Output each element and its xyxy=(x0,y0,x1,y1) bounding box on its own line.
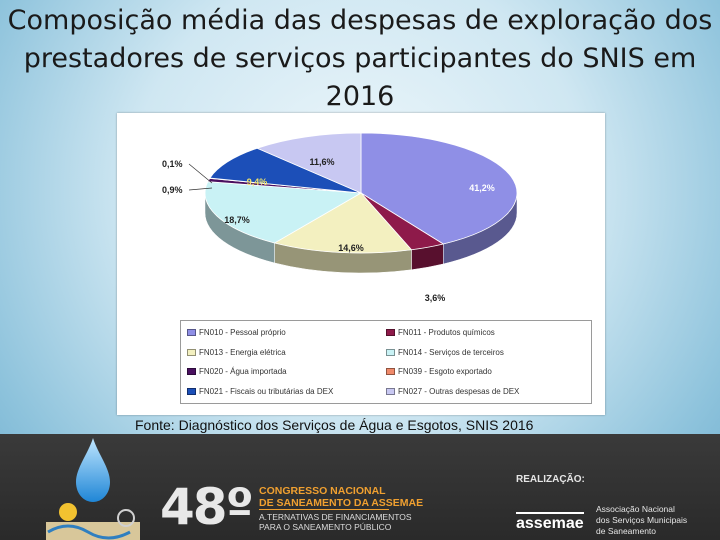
legend-item: FN013 - Energia elétrica xyxy=(187,343,386,363)
realizacao-label: REALIZAÇÃO: xyxy=(516,474,585,485)
chart-legend: FN010 - Pessoal próprio FN011 - Produtos … xyxy=(180,320,592,404)
legend-label: FN039 - Esgoto exportado xyxy=(398,367,492,377)
pie-leader-line xyxy=(188,163,213,184)
congress-theme-line2: PARA O SANEAMENTO PÚBLICO xyxy=(259,522,392,532)
legend-swatch xyxy=(187,368,196,376)
legend-label: FN020 - Água importada xyxy=(199,367,287,377)
pie-data-label: 0,9% xyxy=(162,185,183,195)
legend-item: FN027 - Outras despesas de DEX xyxy=(386,382,585,402)
pie-data-label: 18,7% xyxy=(224,215,250,225)
legend-item: FN021 - Fiscais ou tributárias da DEX xyxy=(187,382,386,402)
pie-slice xyxy=(204,181,363,244)
footer-banner: 48º CONGRESSO NACIONAL DE SANEAMENTO DA … xyxy=(0,434,720,540)
legend-label: FN021 - Fiscais ou tributárias da DEX xyxy=(199,386,334,396)
legend-swatch xyxy=(187,387,196,395)
pie-chart: 41,2% 3,6% 14,6% 18,7% 0,9% 0,1% 9,4% 11,6% xyxy=(162,132,518,303)
legend-label: FN010 - Pessoal próprio xyxy=(199,328,286,338)
legend-swatch xyxy=(386,387,395,395)
legend-swatch xyxy=(187,329,196,337)
slide-title: Composição média das despesas de explora… xyxy=(7,5,713,112)
legend-item: FN014 - Serviços de terceiros xyxy=(386,343,585,363)
pie-data-label: 41,2% xyxy=(469,183,495,193)
congress-theme-line1: A.TERNATIVAS DE FINANCIAMENTOS xyxy=(259,512,412,522)
legend-item: FN011 - Produtos químicos xyxy=(386,323,585,343)
pie-chart-frame: 41,2% 3,6% 14,6% 18,7% 0,9% 0,1% 9,4% 11,6% FN0… xyxy=(117,113,605,415)
water-drop-logo-icon xyxy=(46,438,140,540)
pie-data-label: 0,1% xyxy=(162,159,183,169)
legend-swatch xyxy=(187,348,196,356)
legend-label: FN013 - Energia elétrica xyxy=(199,347,286,357)
legend-item: FN020 - Água importada xyxy=(187,362,386,382)
congress-title-line2: DE SANEAMENTO DA ASSEMAE xyxy=(259,497,424,509)
org-name-line2: dos Serviços Municipais xyxy=(596,515,688,525)
pie-data-label: 3,6% xyxy=(425,293,446,303)
assemae-logo: assemae xyxy=(516,512,584,533)
pie-slice xyxy=(256,132,362,194)
pie-leader-line xyxy=(188,187,213,191)
pie-data-label: 14,6% xyxy=(338,243,364,253)
legend-label: FN027 - Outras despesas de DEX xyxy=(398,386,520,396)
legend-swatch xyxy=(386,348,395,356)
source-note: Fonte: Diagnóstico dos Serviços de Água … xyxy=(135,417,534,433)
congress-number: 48º xyxy=(160,478,254,536)
pie-data-label: 9,4% xyxy=(247,177,268,187)
legend-label: FN014 - Serviços de terceiros xyxy=(398,347,504,357)
congress-divider xyxy=(259,509,389,510)
legend-item: FN010 - Pessoal próprio xyxy=(187,323,386,343)
pie-slice xyxy=(209,147,362,194)
pie-data-label: 11,6% xyxy=(309,157,334,167)
org-name-line1: Associação Nacional xyxy=(596,504,675,514)
legend-label: FN011 - Produtos químicos xyxy=(398,328,495,338)
legend-item: FN039 - Esgoto exportado xyxy=(386,362,585,382)
legend-swatch xyxy=(386,368,395,376)
congress-title-line1: CONGRESSO NACIONAL xyxy=(259,485,386,497)
pie-slice xyxy=(360,132,518,245)
pie-slice xyxy=(273,192,413,254)
org-name-line3: de Saneamento xyxy=(596,526,657,536)
legend-swatch xyxy=(386,329,395,337)
